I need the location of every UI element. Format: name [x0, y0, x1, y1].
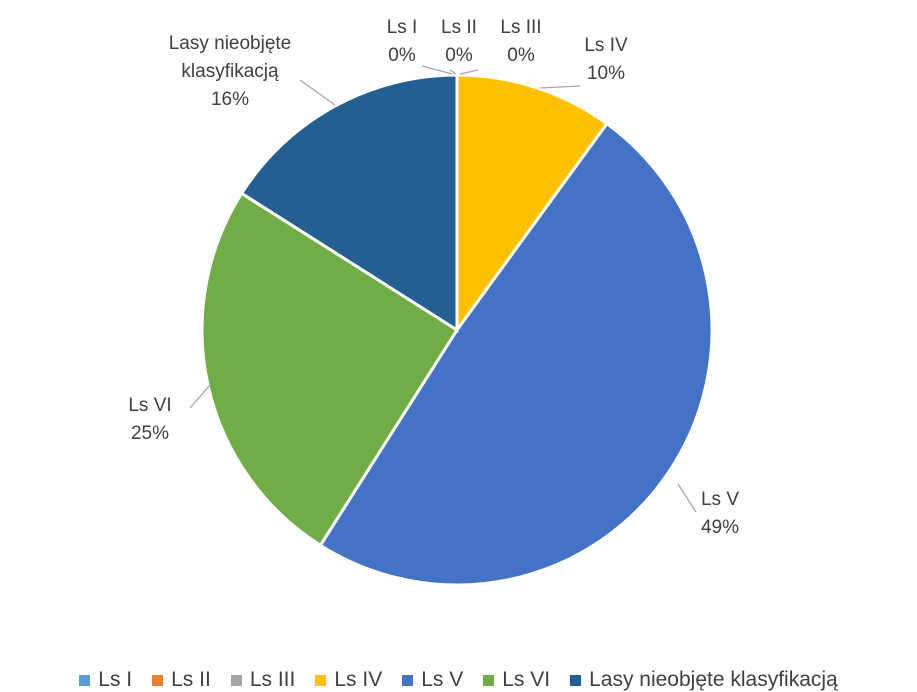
legend-item: Ls I: [79, 668, 132, 692]
legend-text: Ls II: [171, 668, 211, 691]
data-label: Ls VI 25%: [120, 392, 180, 448]
pie-area: [189, 65, 714, 587]
legend-text: Lasy nieobjęte klasyfikacją: [589, 668, 838, 691]
legend-item: Lasy nieobjęte klasyfikacją: [570, 668, 838, 692]
legend-item: Ls VI: [483, 668, 550, 692]
legend-text: Ls III: [249, 668, 296, 691]
slice: [318, 121, 714, 587]
legend-text: Ls VI: [502, 668, 551, 691]
legend-text: Ls I: [98, 668, 133, 691]
label-value: 0%: [388, 45, 416, 66]
legend-item: Ls IV: [315, 668, 382, 692]
label-name: Ls III: [500, 17, 542, 38]
slice: [455, 73, 609, 335]
label-value: 25%: [130, 423, 170, 444]
legend-swatch: [402, 674, 414, 686]
label-name: Ls I: [386, 17, 418, 38]
legend-swatch: [570, 674, 582, 686]
data-label: Ls III 0%: [491, 14, 551, 70]
data-label: Lasy nieobjęte klasyfikacją 16%: [145, 30, 315, 114]
legend-swatch: [79, 674, 91, 686]
slice: [239, 73, 459, 333]
slice: [200, 191, 460, 548]
leader-line: [299, 79, 336, 106]
leader-line: [189, 384, 211, 409]
legend-item: Ls III: [230, 668, 296, 692]
leader-line: [449, 69, 457, 75]
legend-swatch: [152, 674, 164, 686]
legend-swatch: [230, 674, 242, 686]
data-label: Ls II 0%: [429, 14, 489, 70]
label-value: 0%: [507, 45, 535, 66]
data-label: Ls IV 10%: [576, 32, 636, 88]
label-name: Lasy nieobjęte klasyfikacją: [168, 33, 292, 82]
leader-line: [677, 483, 697, 513]
legend-item: Ls V: [402, 668, 463, 692]
leader-line: [459, 69, 479, 75]
label-value: 0%: [445, 45, 473, 66]
label-value: 16%: [210, 89, 250, 110]
leader-line: [421, 65, 453, 75]
label-value: 49%: [700, 517, 740, 538]
data-label: Ls V 49%: [690, 486, 750, 542]
label-name: Ls IV: [584, 35, 628, 56]
legend-swatch: [315, 674, 327, 686]
leader-line: [539, 85, 581, 89]
legend-text: Ls V: [421, 668, 464, 691]
legend-text: Ls IV: [334, 668, 383, 691]
label-name: Ls V: [700, 489, 740, 510]
data-label: Ls I 0%: [372, 14, 432, 70]
legend: Ls I Ls II Ls III Ls IV Ls V Ls VI Lasy nieobj…: [0, 668, 917, 692]
legend-item: Ls II: [152, 668, 211, 692]
label-name: Ls VI: [128, 395, 172, 416]
legend-swatch: [483, 674, 495, 686]
label-value: 10%: [586, 63, 626, 84]
label-name: Ls II: [441, 17, 477, 38]
